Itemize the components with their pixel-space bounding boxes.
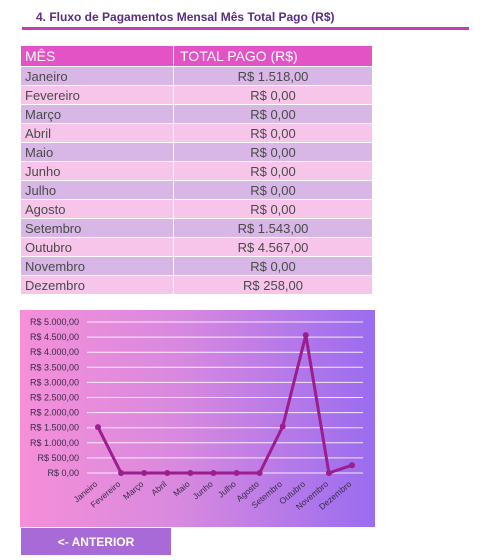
month-cell: Setembro [20, 218, 174, 238]
table-row: Março R$ 0,00 [20, 104, 373, 124]
total-cell: R$ 0,00 [173, 180, 373, 200]
chart-canvas: R$ 0,00 R$ 500,00 R$ 1.000,00 R$ 1.500,00 R$… [30, 317, 363, 512]
table-row: Maio R$ 0,00 [20, 142, 373, 162]
total-cell: R$ 1.543,00 [173, 218, 373, 238]
data-point [164, 470, 171, 476]
table-row: Dezembro R$ 258,00 [20, 275, 373, 295]
total-cell: R$ 0,00 [173, 123, 373, 143]
table-row: Agosto R$ 0,00 [20, 199, 373, 219]
total-cell: R$ 4.567,00 [173, 237, 373, 257]
data-point [233, 470, 240, 476]
month-cell: Março [20, 104, 174, 124]
y-tick-label: R$ 4.500,00 [30, 332, 79, 342]
total-cell: R$ 0,00 [173, 85, 373, 105]
data-point [325, 470, 332, 476]
y-tick-label: R$ 2.500,00 [30, 393, 79, 403]
data-point [256, 470, 263, 476]
month-cell: Dezembro [20, 275, 174, 295]
month-cell: Janeiro [20, 66, 174, 86]
previous-button[interactable]: <- ANTERIOR [21, 528, 171, 555]
month-cell: Novembro [20, 256, 174, 276]
total-cell: R$ 258,00 [173, 275, 373, 295]
total-cell: R$ 0,00 [173, 142, 373, 162]
data-point [210, 470, 217, 476]
data-point [279, 423, 286, 430]
header-total: TOTAL PAGO (R$) [173, 45, 373, 67]
title-underline [22, 27, 469, 30]
month-cell: Maio [20, 142, 174, 162]
data-point [118, 470, 125, 476]
x-tick-label: Abril [149, 479, 169, 498]
data-point [95, 424, 101, 431]
table-row: Setembro R$ 1.543,00 [20, 218, 373, 238]
y-tick-label: R$ 0,00 [47, 468, 79, 478]
payments-line-chart: R$ 0,00 R$ 500,00 R$ 1.000,00 R$ 1.500,00 R$… [20, 310, 375, 527]
table-row: Janeiro R$ 1.518,00 [20, 66, 373, 86]
month-cell: Junho [20, 161, 174, 181]
y-tick-label: R$ 500,00 [37, 453, 79, 463]
y-tick-label: R$ 3.000,00 [30, 377, 79, 387]
total-cell: R$ 0,00 [173, 199, 373, 219]
payments-table: MÊS TOTAL PAGO (R$) Janeiro R$ 1.518,00 Fe… [20, 45, 373, 295]
y-tick-label: R$ 1.000,00 [30, 438, 79, 448]
table-row: Novembro R$ 0,00 [20, 256, 373, 276]
total-cell: R$ 1.518,00 [173, 66, 373, 86]
series-line [96, 333, 353, 475]
table-header-row: MÊS TOTAL PAGO (R$) [20, 45, 373, 67]
month-cell: Fevereiro [20, 85, 174, 105]
month-cell: Outubro [20, 237, 174, 257]
y-tick-label: R$ 1.500,00 [30, 423, 79, 433]
y-tick-label: R$ 3.500,00 [30, 362, 79, 372]
y-tick-label: R$ 4.000,00 [30, 347, 79, 357]
total-cell: R$ 0,00 [173, 256, 373, 276]
data-point [141, 470, 148, 476]
data-point [302, 332, 309, 339]
table-row: Outubro R$ 4.567,00 [20, 237, 373, 257]
x-tick-label: Março [121, 479, 146, 502]
month-cell: Julho [20, 180, 174, 200]
month-cell: Abril [20, 123, 174, 143]
header-month: MÊS [20, 45, 174, 67]
table-row: Junho R$ 0,00 [20, 161, 373, 181]
table-row: Fevereiro R$ 0,00 [20, 85, 373, 105]
table-row: Julho R$ 0,00 [20, 180, 373, 200]
total-cell: R$ 0,00 [173, 161, 373, 181]
table-body: Janeiro R$ 1.518,00 Fevereiro R$ 0,00 Março R… [20, 66, 373, 295]
month-cell: Agosto [20, 199, 174, 219]
data-point [187, 470, 194, 476]
section-title: 4. Fluxo de Pagamentos Mensal Mês Total … [36, 10, 335, 24]
y-tick-label: R$ 5.000,00 [30, 317, 79, 327]
x-tick-label: Maio [171, 479, 192, 499]
x-tick-label: Junho [191, 479, 215, 502]
data-point [349, 462, 355, 469]
table-row: Abril R$ 0,00 [20, 123, 373, 143]
y-tick-label: R$ 2.000,00 [30, 408, 79, 418]
total-cell: R$ 0,00 [173, 104, 373, 124]
